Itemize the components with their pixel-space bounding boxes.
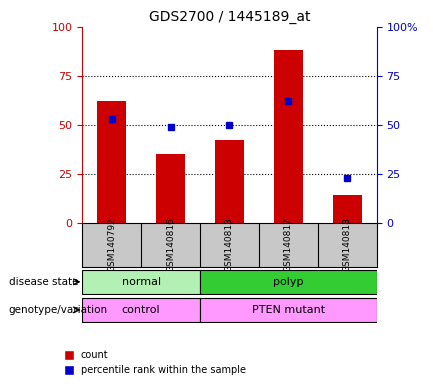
Text: control: control — [122, 305, 161, 315]
Text: disease state: disease state — [9, 277, 78, 287]
Bar — [156, 154, 185, 223]
Bar — [215, 141, 244, 223]
Text: PTEN mutant: PTEN mutant — [252, 305, 325, 315]
FancyBboxPatch shape — [200, 298, 377, 322]
Text: polyp: polyp — [273, 277, 304, 287]
Text: genotype/variation: genotype/variation — [9, 305, 108, 315]
FancyBboxPatch shape — [200, 270, 377, 294]
Text: GSM140817: GSM140817 — [284, 217, 293, 272]
Text: GSM140792: GSM140792 — [107, 217, 116, 272]
FancyBboxPatch shape — [82, 270, 200, 294]
Title: GDS2700 / 1445189_at: GDS2700 / 1445189_at — [149, 10, 310, 25]
FancyBboxPatch shape — [82, 298, 200, 322]
Bar — [97, 101, 126, 223]
Text: GSM140818: GSM140818 — [343, 217, 352, 272]
Bar — [333, 195, 362, 223]
Bar — [274, 50, 303, 223]
Legend: count, percentile rank within the sample: count, percentile rank within the sample — [61, 346, 249, 379]
Text: GSM140816: GSM140816 — [166, 217, 175, 272]
Text: normal: normal — [122, 277, 161, 287]
Text: GSM140813: GSM140813 — [225, 217, 234, 272]
